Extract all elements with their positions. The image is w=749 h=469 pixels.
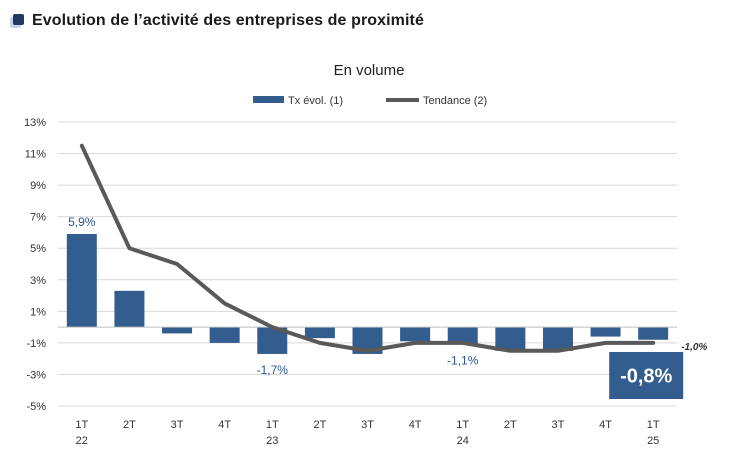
x-tick-label: 4T	[599, 419, 612, 431]
bar	[209, 327, 240, 343]
callout-box	[609, 352, 684, 399]
y-tick-label: 3%	[30, 275, 46, 287]
bar	[495, 327, 526, 351]
data-label: -1,7%	[257, 363, 289, 377]
legend: Tx évol. (1) Tendance (2)	[253, 95, 487, 107]
y-tick-label: -5%	[26, 401, 46, 413]
x-tick-label: 2T	[313, 419, 326, 431]
y-tick-label: -1%	[26, 338, 46, 350]
x-tick-label: 4T	[409, 419, 422, 431]
legend-line-label: Tendance (2)	[423, 95, 487, 107]
bar	[400, 327, 431, 342]
x-year-label: 23	[266, 435, 278, 447]
x-tick-label: 3T	[171, 419, 184, 431]
legend-bar-label: Tx évol. (1)	[288, 95, 343, 107]
bar	[447, 327, 478, 345]
square-icon	[10, 14, 24, 28]
trend-end-label: -1,0%	[681, 342, 707, 353]
x-tick-label: 1T	[75, 419, 88, 431]
bar	[590, 327, 621, 337]
bar	[66, 234, 97, 328]
x-tick-label: 3T	[552, 419, 565, 431]
x-tick-label: 2T	[504, 419, 517, 431]
x-tick-label: 1T	[456, 419, 469, 431]
y-tick-label: 1%	[30, 306, 46, 318]
data-label: 5,9%	[68, 215, 96, 229]
y-tick-label: -3%	[26, 369, 46, 381]
x-tick-label: 2T	[123, 419, 136, 431]
y-tick-label: 5%	[30, 243, 46, 255]
x-year-label: 24	[457, 435, 469, 447]
x-tick-label: 3T	[361, 419, 374, 431]
y-tick-label: 9%	[30, 180, 46, 192]
chart-title: En volume	[334, 62, 405, 79]
bar	[114, 290, 145, 328]
data-label: -1,1%	[447, 353, 479, 367]
x-year-label: 22	[76, 435, 88, 447]
legend-bar-swatch	[253, 96, 284, 103]
x-tick-label: 4T	[218, 419, 231, 431]
y-tick-label: 11%	[25, 149, 46, 161]
y-tick-label: 13%	[24, 117, 46, 129]
callout-badge: -0,8%	[609, 352, 684, 399]
bar	[542, 327, 573, 351]
page-title: Evolution de l’activité des entreprises …	[32, 12, 424, 29]
x-tick-label: 1T	[647, 419, 660, 431]
x-tick-label: 1T	[266, 419, 279, 431]
header: Evolution de l’activité des entreprises …	[10, 8, 424, 34]
callout-value: -0,8%	[620, 366, 672, 388]
x-year-label: 25	[647, 435, 659, 447]
trend-line	[79, 143, 656, 353]
y-tick-label: 7%	[30, 212, 46, 224]
bar	[638, 327, 669, 340]
bar	[162, 327, 193, 334]
bar	[304, 327, 335, 339]
